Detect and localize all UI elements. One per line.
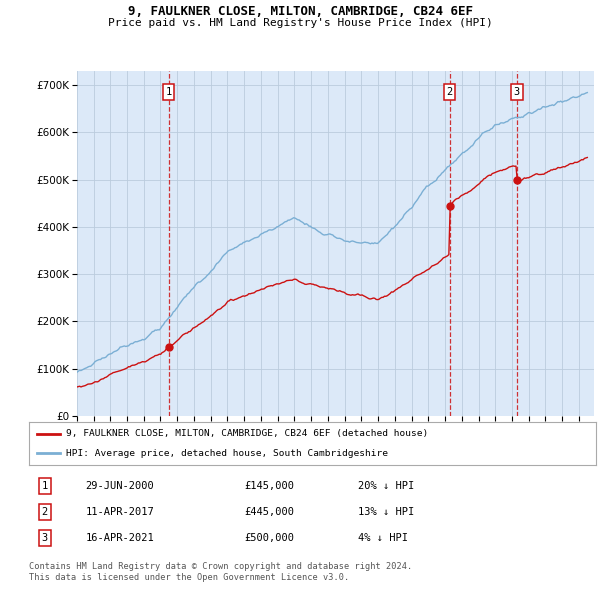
Text: £500,000: £500,000 [244, 533, 294, 543]
Text: 4% ↓ HPI: 4% ↓ HPI [358, 533, 407, 543]
Text: 9, FAULKNER CLOSE, MILTON, CAMBRIDGE, CB24 6EF: 9, FAULKNER CLOSE, MILTON, CAMBRIDGE, CB… [128, 5, 473, 18]
Text: Price paid vs. HM Land Registry's House Price Index (HPI): Price paid vs. HM Land Registry's House … [107, 18, 493, 28]
Text: 29-JUN-2000: 29-JUN-2000 [86, 481, 154, 491]
Text: 16-APR-2021: 16-APR-2021 [86, 533, 154, 543]
Text: 20% ↓ HPI: 20% ↓ HPI [358, 481, 414, 491]
Text: Contains HM Land Registry data © Crown copyright and database right 2024.: Contains HM Land Registry data © Crown c… [29, 562, 412, 571]
Text: 2: 2 [41, 507, 48, 517]
Text: £145,000: £145,000 [244, 481, 294, 491]
Text: 11-APR-2017: 11-APR-2017 [86, 507, 154, 517]
Text: 1: 1 [166, 87, 172, 97]
Text: This data is licensed under the Open Government Licence v3.0.: This data is licensed under the Open Gov… [29, 573, 349, 582]
Text: 2: 2 [446, 87, 453, 97]
Text: HPI: Average price, detached house, South Cambridgeshire: HPI: Average price, detached house, Sout… [65, 449, 388, 458]
Text: 13% ↓ HPI: 13% ↓ HPI [358, 507, 414, 517]
Text: £445,000: £445,000 [244, 507, 294, 517]
Text: 3: 3 [514, 87, 520, 97]
Text: 1: 1 [41, 481, 48, 491]
Text: 3: 3 [41, 533, 48, 543]
Text: 9, FAULKNER CLOSE, MILTON, CAMBRIDGE, CB24 6EF (detached house): 9, FAULKNER CLOSE, MILTON, CAMBRIDGE, CB… [65, 430, 428, 438]
